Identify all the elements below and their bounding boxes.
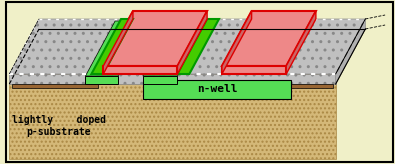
Text: lightly    doped
p-substrate: lightly doped p-substrate — [12, 115, 106, 137]
Polygon shape — [143, 80, 291, 99]
Polygon shape — [336, 19, 365, 84]
Polygon shape — [85, 76, 118, 84]
Polygon shape — [222, 66, 286, 74]
Text: n-well: n-well — [197, 84, 237, 94]
Polygon shape — [91, 19, 133, 74]
Polygon shape — [85, 21, 148, 76]
Polygon shape — [177, 11, 207, 74]
Polygon shape — [9, 19, 365, 74]
Polygon shape — [9, 84, 336, 159]
Polygon shape — [103, 66, 177, 74]
Polygon shape — [177, 19, 219, 74]
Polygon shape — [286, 84, 333, 88]
Polygon shape — [91, 19, 219, 74]
Polygon shape — [222, 11, 252, 74]
Polygon shape — [143, 76, 177, 84]
Polygon shape — [9, 29, 365, 84]
Polygon shape — [12, 84, 98, 88]
Polygon shape — [143, 21, 207, 76]
Polygon shape — [286, 11, 316, 74]
Polygon shape — [9, 74, 336, 84]
Polygon shape — [222, 11, 316, 66]
Polygon shape — [103, 11, 133, 74]
Polygon shape — [103, 11, 207, 66]
